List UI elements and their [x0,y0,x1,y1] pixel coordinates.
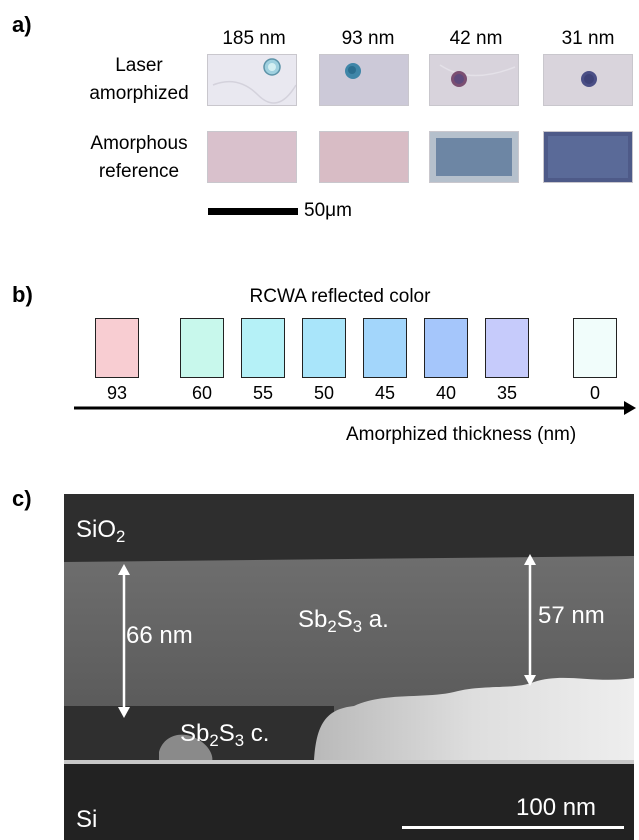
panel-c-label: c) [12,486,32,511]
sio2-label-subscript: 2 [116,527,126,547]
micrograph-laser-185nm-image [212,58,296,104]
tick-label-35: 35 [496,383,518,403]
swatch-50 [302,318,346,378]
scale-bar-a-label: 50μm [304,200,352,221]
tick-label-55: 55 [252,383,274,403]
sb2s3-amorphous-label: Sb2S3 a. [298,606,389,637]
swatch-0 [573,318,617,378]
sb2s3-a-sub1: 2 [327,617,337,637]
tick-label-40: 40 [435,383,457,403]
left-thickness-label: 66 nm [126,622,193,649]
swatch-93 [95,318,139,378]
sb2s3-a-tail: a. [362,606,389,633]
micrograph-reference-31nm [543,131,633,183]
micrograph-reference-185nm [207,131,297,183]
tick-label-93: 93 [106,383,128,403]
rcwa-title: RCWA reflected color [249,286,431,307]
micrograph-laser-42nm [429,54,519,106]
row-label-laser-line2: amorphized [89,83,189,104]
sb2s3-c-sub2: 3 [234,731,245,751]
tick-label-60: 60 [191,383,213,403]
micrograph-laser-93nm-image [345,63,361,79]
thickness-axis-arrow [74,401,636,415]
scale-bar-c-label: 100 nm [516,794,597,821]
swatch-45 [363,318,407,378]
sb2s3-a-sub2: 3 [352,617,363,637]
right-thickness-arrow [524,554,536,686]
scale-bar-c [402,826,624,829]
panel-a-label: a) [12,12,32,37]
swatch-55 [241,318,285,378]
sb2s3-c-mid: S [218,720,235,747]
thickness-label-185: 185 nm [222,28,286,49]
tick-label-45: 45 [374,383,396,403]
row-label-reference-line2: reference [98,161,180,182]
sio2-label-base: SiO [76,516,117,543]
sb2s3-crystalline-label: Sb2S3 c. [180,720,269,751]
row-label-reference-line1: Amorphous [90,133,188,154]
tem-image-layers [64,494,634,840]
thickness-label-93: 93 nm [341,28,395,49]
right-thickness-label: 57 nm [538,602,605,629]
left-thickness-arrow [118,564,130,718]
row-label-laser-amorphized: Laser amorphized [74,52,204,108]
micrograph-reference-42nm [429,131,519,183]
sb2s3-c-sub1: 2 [209,731,219,751]
micrograph-reference-31nm-film [548,136,628,178]
thickness-label-42: 42 nm [449,28,503,49]
swatch-35 [485,318,529,378]
micrograph-reference-42nm-film [436,138,512,176]
micrograph-laser-93nm [319,54,409,106]
swatch-40 [424,318,468,378]
thickness-axis-label: Amorphized thickness (nm) [346,424,577,445]
tick-label-50: 50 [313,383,335,403]
micrograph-laser-31nm-image [581,71,597,87]
micrograph-reference-93nm [319,131,409,183]
micrograph-laser-31nm [543,54,633,106]
sio2-label: SiO2 [76,516,125,547]
sb2s3-c-tail: c. [244,720,270,747]
micrograph-laser-42nm-image [439,64,516,87]
tem-image: SiO2 Si 66 nm 57 nm Sb2S3 a. Sb2S3 c. 10… [64,494,634,840]
sb2s3-a-base: Sb [298,606,328,633]
tick-label-0: 0 [589,383,600,403]
row-label-laser-line1: Laser [115,55,163,76]
micrograph-laser-185nm [207,54,297,106]
thickness-label-31: 31 nm [561,28,615,49]
swatch-60 [180,318,224,378]
panel-b-label: b) [12,282,33,307]
sb2s3-c-base: Sb [180,720,210,747]
scale-bar-a [208,208,298,215]
si-label: Si [76,806,98,833]
row-label-amorphous-reference: Amorphous reference [74,130,204,186]
sb2s3-a-mid: S [336,606,353,633]
